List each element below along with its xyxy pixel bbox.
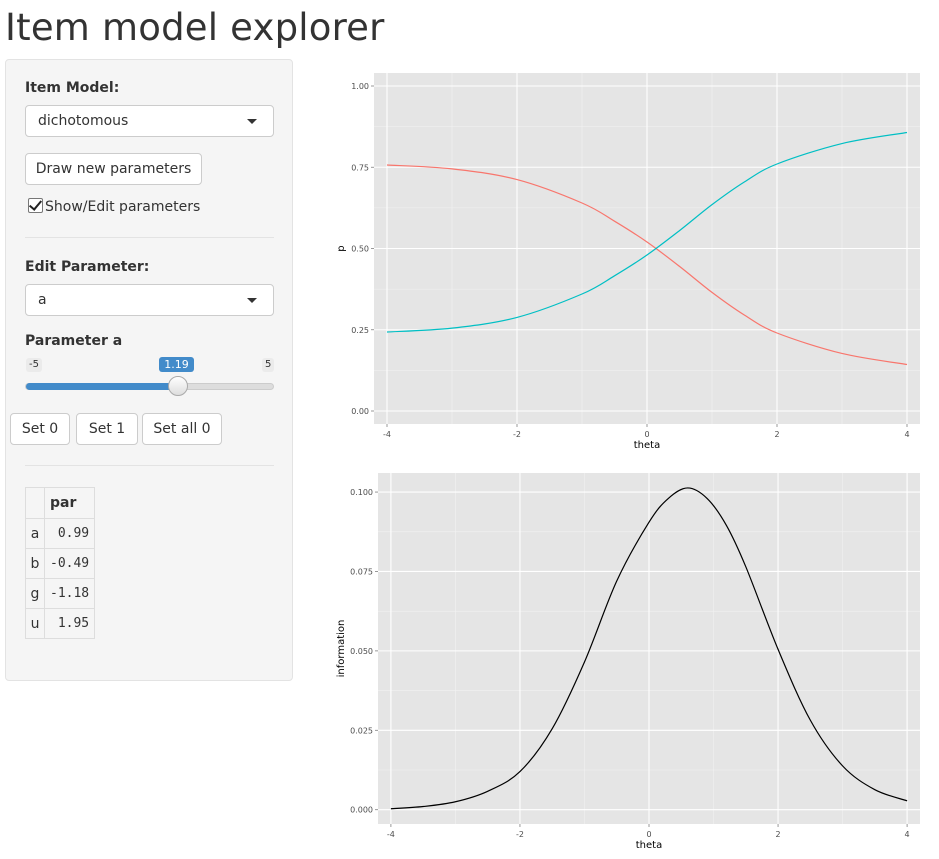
divider (25, 237, 274, 238)
y-tick-label: 0.075 (350, 567, 373, 576)
set-0-button[interactable]: Set 0 (10, 413, 70, 445)
y-tick-label: 0.50 (351, 245, 369, 254)
parameter-slider[interactable] (25, 376, 274, 396)
slider-max-label: 5 (262, 358, 275, 372)
y-tick-label: 0.050 (350, 647, 373, 656)
x-axis-label: theta (636, 840, 662, 851)
row-name: a (25, 518, 45, 549)
slider-handle[interactable] (167, 376, 188, 396)
x-tick-label: -4 (383, 430, 391, 439)
probability-chart: -4 -2 0 2 4 0.00 0.25 0.50 0.75 1.00 theta p (336, 73, 920, 451)
row-value: -0.49 (43, 548, 96, 579)
y-axis-label: information (336, 620, 347, 678)
item-model-label: Item Model: (25, 80, 120, 96)
table-row: a 0.99 (25, 518, 96, 549)
x-tick-label: 2 (776, 830, 781, 839)
caret-down-icon (247, 119, 257, 124)
show-edit-label: Show/Edit parameters (45, 199, 201, 215)
x-tick-label: 4 (905, 830, 910, 839)
edit-parameter-value: a (38, 292, 47, 308)
row-value: 1.95 (43, 608, 96, 639)
edit-parameter-label: Edit Parameter: (25, 259, 150, 275)
y-axis-label: p (336, 245, 347, 251)
x-axis-label: theta (634, 440, 660, 451)
y-tick-label: 1.00 (351, 82, 369, 91)
y-tick-label: 0.00 (351, 407, 369, 416)
parameter-table: par a 0.99 b -0.49 g -1.18 u 1.95 (25, 487, 96, 639)
slider-fill (26, 383, 178, 390)
y-tick-label: 0.000 (350, 806, 373, 815)
item-model-value: dichotomous (38, 113, 129, 129)
edit-parameter-select[interactable]: a (25, 284, 274, 316)
series-line (390, 487, 908, 810)
row-name: b (25, 548, 45, 579)
y-tick-label: 0.25 (351, 326, 369, 335)
caret-down-icon (247, 298, 257, 303)
row-value: -1.18 (43, 578, 96, 609)
x-tick-label: -4 (387, 830, 395, 839)
y-tick-label: 0.75 (351, 163, 369, 172)
table-row: u 1.95 (25, 608, 96, 639)
series-line (386, 164, 908, 366)
x-tick-label: -2 (513, 430, 521, 439)
set-all-0-button[interactable]: Set all 0 (142, 413, 222, 445)
x-tick-label: 0 (646, 830, 651, 839)
x-tick-label: -2 (516, 830, 524, 839)
set-1-button[interactable]: Set 1 (76, 413, 138, 445)
row-value: 0.99 (43, 518, 96, 549)
item-model-select[interactable]: dichotomous (25, 105, 274, 137)
row-name: g (25, 578, 45, 609)
x-tick-label: 0 (644, 430, 649, 439)
draw-new-parameters-button[interactable]: Draw new parameters (25, 153, 202, 185)
sidebar-panel: Item Model: dichotomous Draw new paramet… (5, 59, 293, 681)
slider-min-label: -5 (26, 358, 42, 372)
y-tick-label: 0.025 (350, 726, 373, 735)
series-line (386, 131, 908, 333)
show-edit-checkbox-row[interactable]: Show/Edit parameters (28, 198, 200, 215)
table-corner-cell (25, 487, 45, 519)
slider-value-label: 1.19 (159, 357, 194, 372)
x-tick-label: 4 (904, 430, 909, 439)
table-row: b -0.49 (25, 548, 96, 579)
checkbox-checked-icon[interactable] (28, 198, 43, 213)
y-tick-label: 0.100 (350, 488, 373, 497)
table-header-row: par (25, 487, 96, 519)
information-chart: -4 -2 0 2 4 0.000 0.025 0.050 0.075 0.100 theta inf… (336, 473, 920, 851)
table-row: g -1.18 (25, 578, 96, 609)
x-tick-label: 2 (774, 430, 779, 439)
parameter-slider-label: Parameter a (25, 333, 123, 349)
page-title: Item model explorer (5, 6, 385, 49)
row-name: u (25, 608, 45, 639)
table-header-par: par (43, 487, 96, 519)
divider (25, 465, 274, 466)
